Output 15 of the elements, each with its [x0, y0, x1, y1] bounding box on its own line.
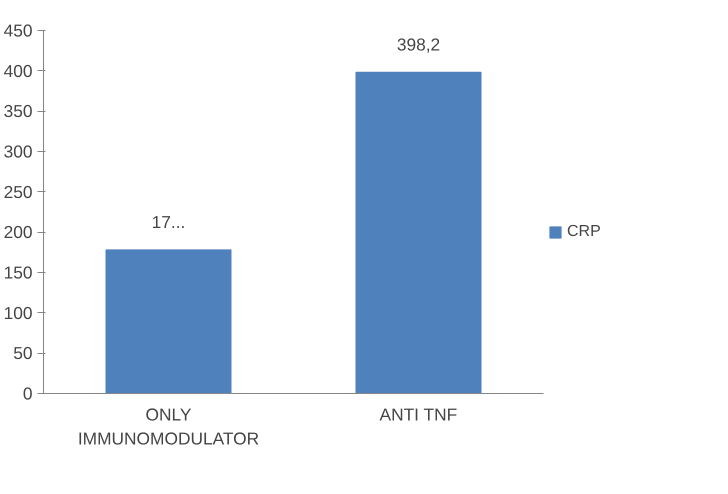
y-tick-label: 250 — [4, 182, 33, 202]
y-tick-label: 300 — [4, 142, 33, 162]
data-label: 17... — [152, 212, 186, 232]
legend-label: CRP — [567, 223, 601, 241]
y-tick-label: 400 — [4, 60, 33, 81]
data-label: 398,2 — [396, 34, 440, 54]
y-tick-label: 100 — [4, 302, 33, 323]
y-tick-label: 200 — [4, 222, 33, 242]
y-tick-label: 350 — [4, 101, 33, 122]
x-tick-label: ONLY IMMUNOMODULATOR — [78, 404, 260, 448]
y-tick-label: 50 — [13, 343, 33, 364]
x-tick-label: ANTI TNF — [380, 404, 458, 424]
y-tick-label: 450 — [4, 20, 33, 40]
y-tick-label: 0 — [22, 384, 33, 404]
y-tick-label: 150 — [4, 262, 33, 282]
